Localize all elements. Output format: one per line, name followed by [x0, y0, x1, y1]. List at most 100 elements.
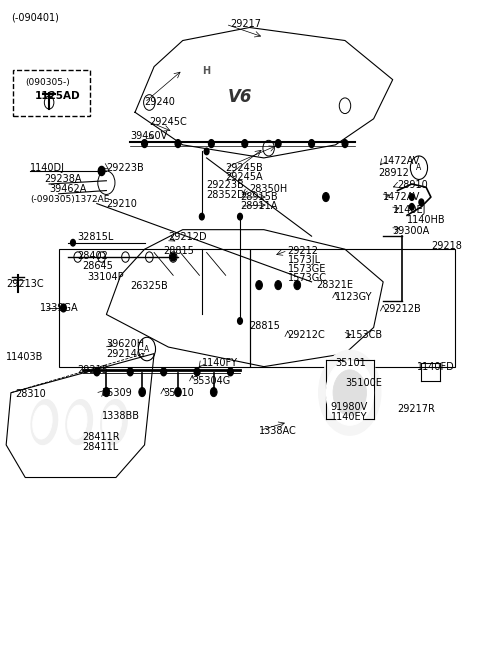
Text: 28911A: 28911A [240, 201, 277, 211]
FancyBboxPatch shape [13, 70, 90, 115]
Text: 29212: 29212 [288, 246, 319, 255]
Text: (090305-): (090305-) [25, 79, 70, 87]
Circle shape [275, 280, 281, 290]
Text: 1123GY: 1123GY [336, 292, 373, 302]
Text: 35309: 35309 [102, 388, 132, 398]
Circle shape [342, 140, 348, 147]
Text: 33104P: 33104P [87, 272, 124, 282]
Text: 29245A: 29245A [226, 172, 264, 183]
Circle shape [103, 388, 110, 397]
Text: 29210: 29210 [107, 199, 137, 209]
Text: 28645: 28645 [83, 261, 113, 271]
Ellipse shape [31, 400, 58, 445]
Text: 11403B: 11403B [6, 352, 44, 362]
Text: 1140EY: 1140EY [331, 412, 367, 422]
Text: 39300A: 39300A [393, 226, 430, 236]
Ellipse shape [66, 400, 93, 445]
Ellipse shape [68, 405, 87, 439]
Text: 35101: 35101 [336, 358, 366, 368]
Text: 29212B: 29212B [383, 304, 421, 314]
Text: 35310: 35310 [164, 388, 194, 398]
Text: 1140HB: 1140HB [407, 215, 445, 225]
Text: 1573GC: 1573GC [288, 273, 327, 283]
Ellipse shape [102, 405, 122, 439]
Text: 1140EJ: 1140EJ [393, 205, 426, 215]
Circle shape [309, 140, 314, 147]
Text: 35100E: 35100E [345, 378, 382, 388]
Circle shape [175, 140, 181, 147]
Ellipse shape [252, 50, 285, 70]
Text: 28815: 28815 [250, 320, 280, 331]
Ellipse shape [188, 72, 292, 120]
Text: 1153CB: 1153CB [345, 330, 383, 341]
Text: (-090305)1372AE: (-090305)1372AE [30, 195, 109, 204]
Ellipse shape [292, 54, 321, 73]
Circle shape [98, 166, 105, 176]
Circle shape [409, 204, 414, 210]
Text: 29212C: 29212C [288, 330, 325, 341]
Text: H: H [203, 66, 211, 76]
Text: 29223B: 29223B [206, 180, 244, 191]
Text: 29223B: 29223B [107, 162, 144, 173]
Text: 28321E: 28321E [316, 280, 353, 290]
Text: 32815L: 32815L [78, 233, 114, 242]
Text: 28912: 28912 [378, 168, 409, 178]
Text: 1140FY: 1140FY [202, 358, 238, 368]
Text: 29245C: 29245C [149, 117, 187, 127]
Circle shape [419, 199, 424, 206]
Text: (-090401): (-090401) [11, 12, 59, 23]
Circle shape [323, 193, 329, 202]
Ellipse shape [319, 350, 381, 435]
Text: 1140DJ: 1140DJ [30, 162, 65, 173]
Text: A: A [416, 163, 421, 172]
Text: A: A [144, 345, 150, 354]
Text: 1472AV: 1472AV [383, 156, 420, 166]
Circle shape [204, 148, 209, 155]
Text: 28350H: 28350H [250, 184, 288, 195]
Text: 28352D: 28352D [206, 190, 245, 200]
Text: 1140FD: 1140FD [417, 362, 455, 371]
Circle shape [228, 368, 233, 376]
Text: 28402: 28402 [78, 251, 108, 261]
Circle shape [409, 194, 414, 200]
Circle shape [210, 388, 217, 397]
Ellipse shape [326, 360, 373, 425]
Circle shape [276, 140, 281, 147]
Text: 29217R: 29217R [397, 404, 435, 414]
Text: 28910: 28910 [397, 180, 428, 191]
Text: V6: V6 [228, 88, 252, 106]
Text: 28915B: 28915B [240, 192, 277, 202]
Text: 35304G: 35304G [192, 376, 230, 386]
Ellipse shape [333, 62, 357, 78]
Circle shape [161, 368, 167, 376]
Circle shape [175, 388, 181, 397]
Text: 91980V: 91980V [331, 402, 368, 412]
Circle shape [256, 280, 263, 290]
Text: 39620H: 39620H [107, 339, 144, 349]
Text: 29217: 29217 [230, 19, 262, 29]
Text: 29238A: 29238A [44, 174, 82, 184]
Circle shape [294, 280, 300, 290]
Circle shape [94, 368, 100, 376]
Circle shape [142, 140, 147, 147]
Circle shape [194, 368, 200, 376]
Ellipse shape [333, 370, 366, 415]
Text: 1125AD: 1125AD [35, 91, 81, 101]
Circle shape [238, 318, 242, 324]
Text: 29214G: 29214G [107, 348, 145, 358]
Text: 1338BB: 1338BB [102, 411, 140, 421]
Text: 28310: 28310 [16, 389, 47, 399]
Text: 28411L: 28411L [83, 442, 119, 452]
Text: 29240: 29240 [144, 98, 175, 107]
Circle shape [238, 214, 242, 220]
Text: 26325B: 26325B [130, 282, 168, 291]
Text: 1472AV: 1472AV [383, 192, 420, 202]
Text: 29213C: 29213C [6, 279, 44, 289]
Text: 28411R: 28411R [83, 432, 120, 442]
Circle shape [208, 140, 214, 147]
Circle shape [127, 368, 133, 376]
Circle shape [71, 240, 75, 246]
Circle shape [242, 140, 248, 147]
Circle shape [199, 214, 204, 220]
Ellipse shape [101, 400, 127, 445]
